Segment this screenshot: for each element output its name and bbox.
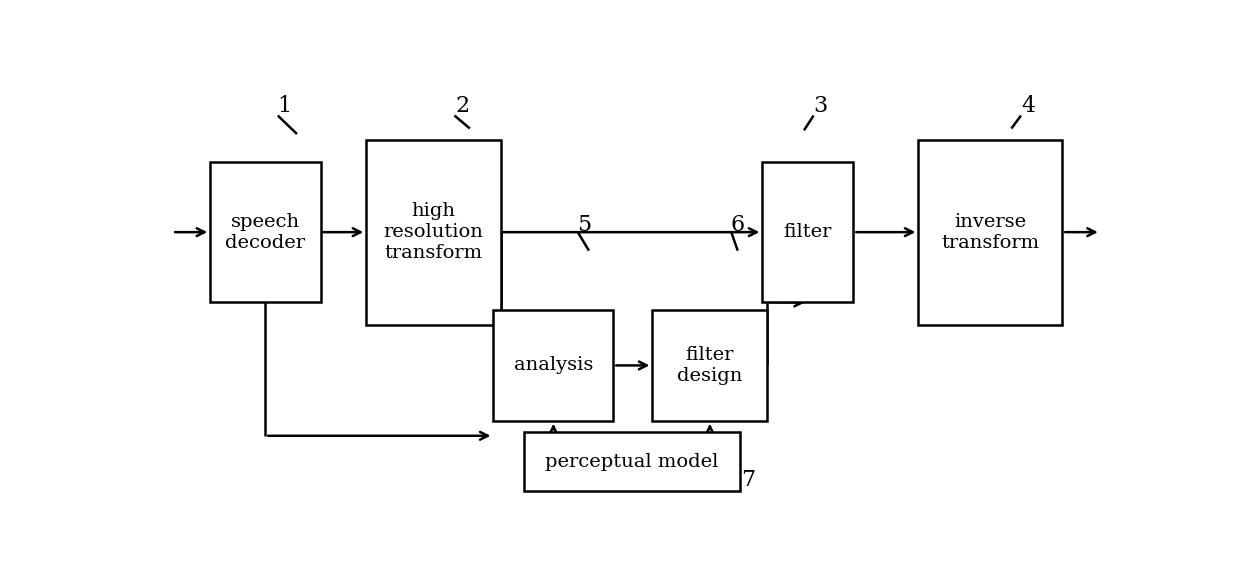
- Bar: [367, 140, 501, 325]
- Text: inverse
transform: inverse transform: [942, 213, 1040, 252]
- Text: 2: 2: [455, 95, 470, 117]
- Bar: [652, 310, 767, 421]
- Text: 4: 4: [1022, 95, 1036, 117]
- Text: speech
decoder: speech decoder: [225, 213, 305, 252]
- Text: filter
design: filter design: [678, 346, 742, 385]
- Text: analysis: analysis: [514, 357, 593, 374]
- Text: 7: 7: [741, 469, 756, 491]
- Text: 3: 3: [813, 95, 828, 117]
- Text: perceptual model: perceptual model: [545, 453, 719, 471]
- Text: high
resolution
transform: high resolution transform: [383, 203, 483, 262]
- Bar: [762, 162, 854, 302]
- Bar: [524, 432, 740, 492]
- Text: 5: 5: [577, 213, 591, 236]
- Text: 1: 1: [278, 95, 291, 117]
- Bar: [493, 310, 613, 421]
- Bar: [918, 140, 1062, 325]
- Text: filter: filter: [783, 223, 833, 241]
- Text: 6: 6: [731, 213, 745, 236]
- Bar: [211, 162, 321, 302]
